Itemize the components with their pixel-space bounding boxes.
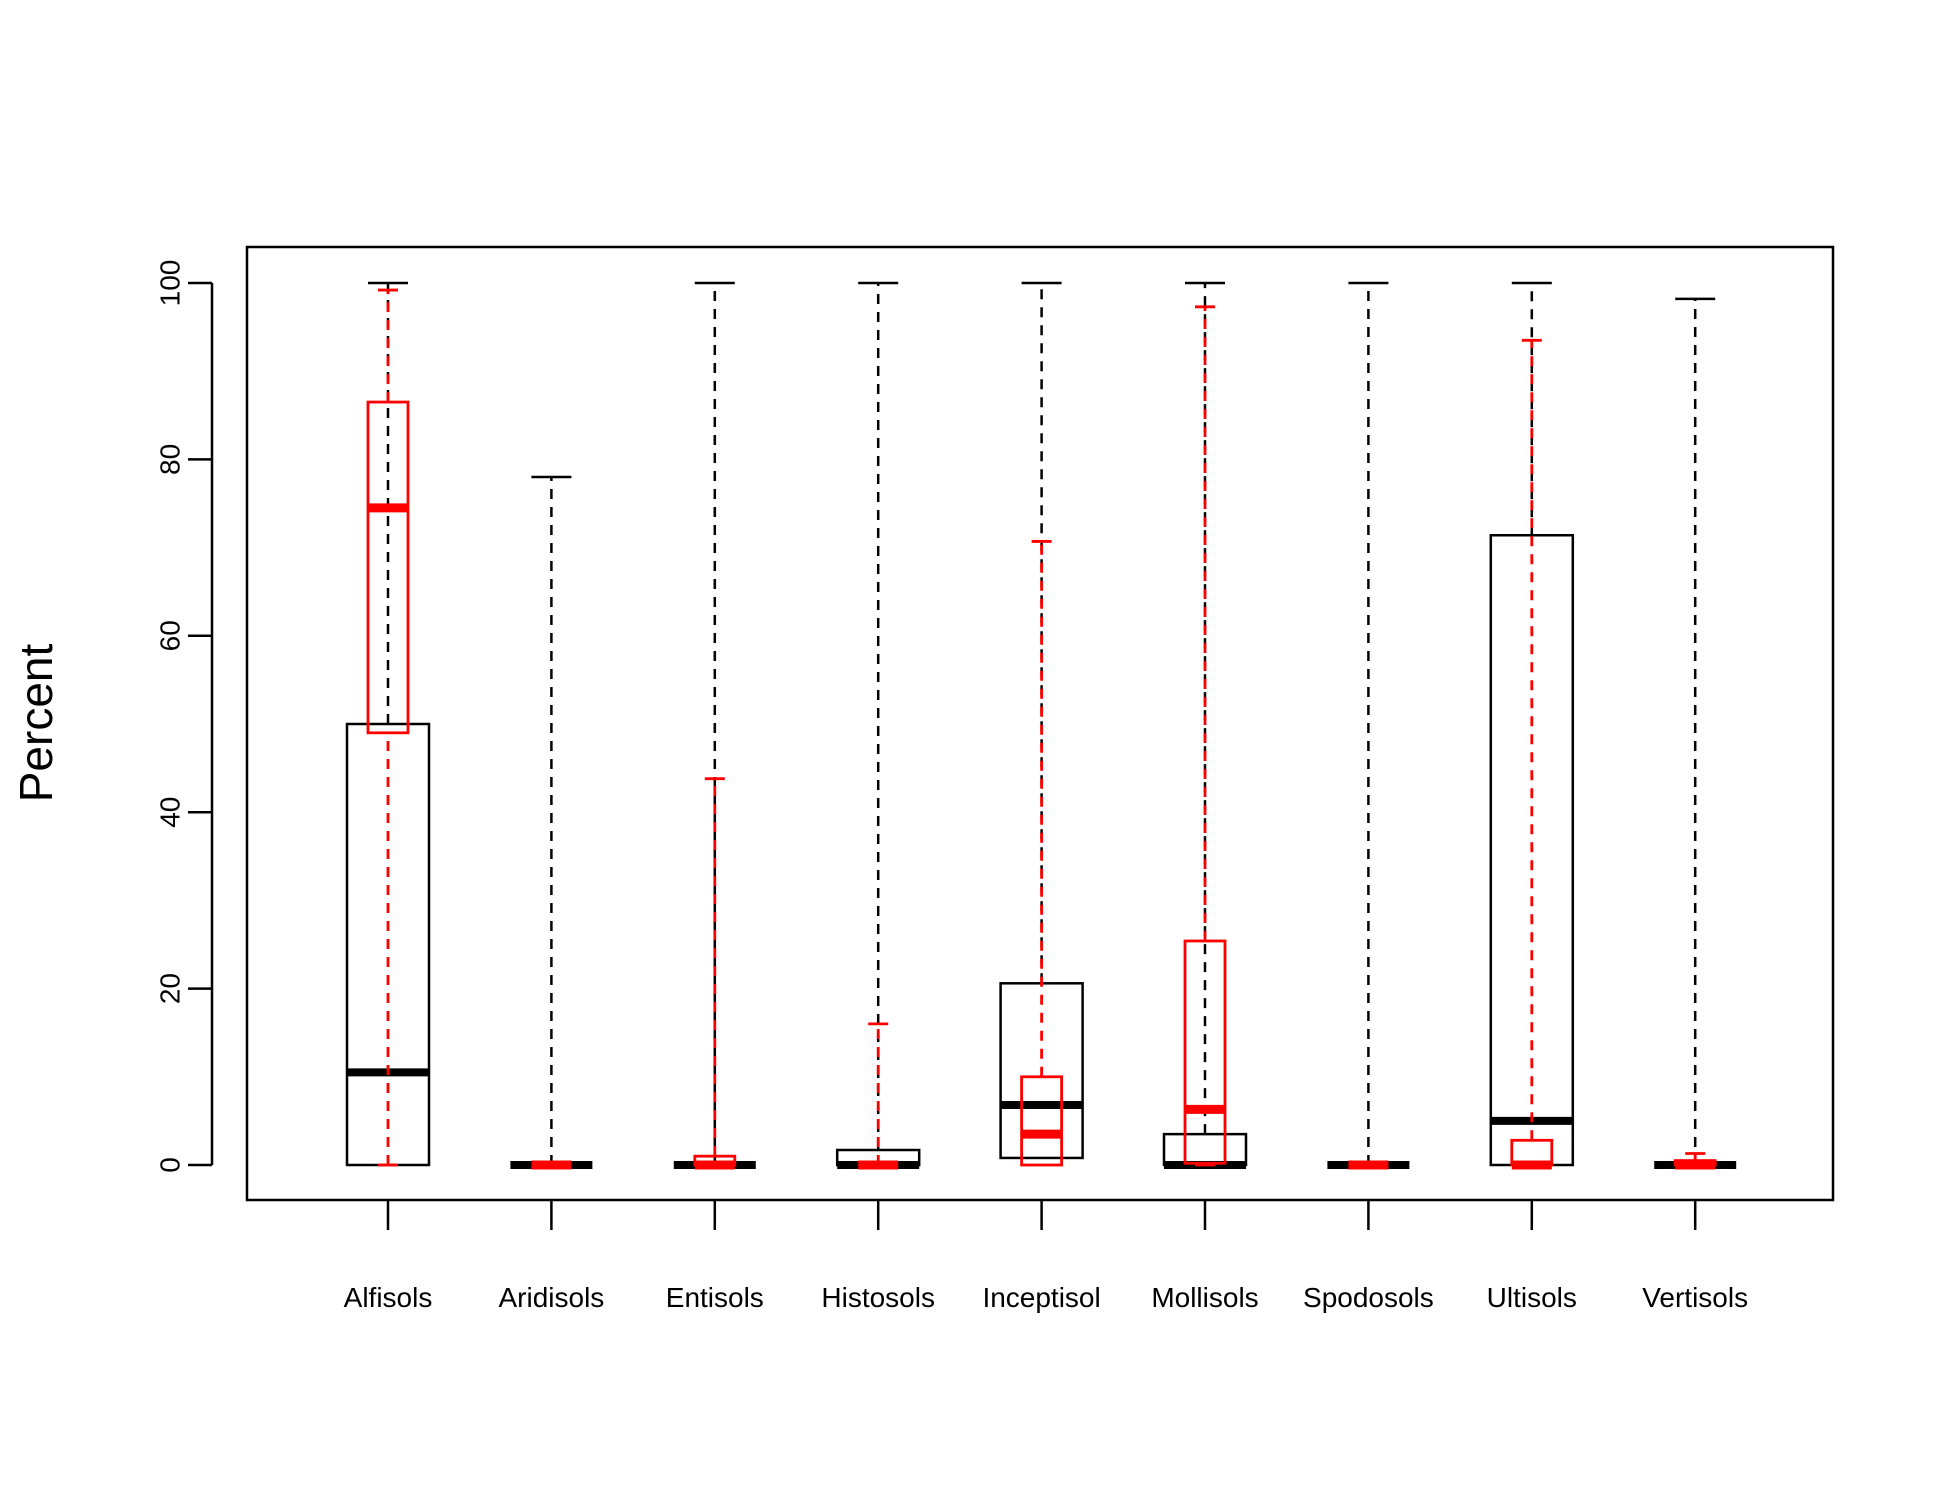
y-tick-label: 60 — [154, 620, 185, 651]
x-tick-label: Inceptisol — [982, 1282, 1100, 1313]
x-tick-label: Alfisols — [344, 1282, 433, 1313]
box-black-entisols — [673, 281, 756, 1169]
y-axis-label: Percent — [10, 644, 62, 803]
box-red-alfisols — [366, 288, 410, 1167]
x-tick-label: Histosols — [821, 1282, 935, 1313]
box-red-histosols — [858, 1022, 899, 1170]
boxes-layer — [345, 281, 1737, 1170]
box-red-vertisols — [1673, 1152, 1717, 1170]
x-tick-label: Mollisols — [1151, 1282, 1258, 1313]
box-red-inceptisol — [1020, 540, 1063, 1167]
x-axis: Alfisols Aridisols Entisols Histosols Incept… — [344, 1200, 1748, 1313]
box-black-inceptisol — [999, 281, 1084, 1160]
box-red-entisols — [693, 777, 737, 1170]
plot-frame — [245, 245, 1835, 1202]
x-tick-label: Vertisols — [1642, 1282, 1748, 1313]
y-axis: 0 20 40 60 80 100 — [154, 260, 214, 1173]
y-tick-label: 40 — [154, 797, 185, 828]
box-rect — [1020, 1075, 1063, 1167]
box-black-spodosols — [1327, 281, 1410, 1169]
box-black-vertisols — [1654, 297, 1737, 1169]
box-red-mollisols — [1183, 305, 1227, 1167]
box-black-aridisols — [510, 475, 593, 1169]
box-rect — [366, 400, 410, 735]
y-tick-label: 100 — [154, 260, 185, 307]
box-rect — [1183, 939, 1227, 1165]
box-red-ultisols — [1510, 338, 1554, 1170]
x-tick-label: Spodosols — [1303, 1282, 1434, 1313]
x-tick-label: Aridisols — [498, 1282, 604, 1313]
y-tick-label: 20 — [154, 973, 185, 1004]
y-tick-label: 0 — [154, 1157, 185, 1173]
x-tick-label: Ultisols — [1487, 1282, 1577, 1313]
x-tick-label: Entisols — [666, 1282, 764, 1313]
box-rect — [1162, 1132, 1248, 1167]
y-tick-label: 80 — [154, 444, 185, 475]
